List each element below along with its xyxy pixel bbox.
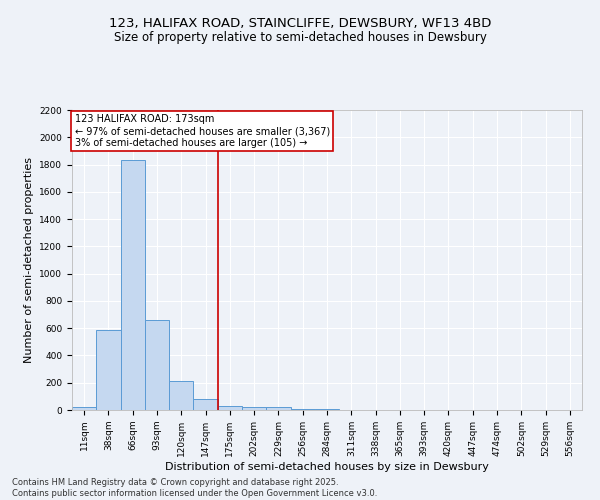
Bar bbox=[72, 408, 96, 410]
Bar bbox=[266, 408, 290, 410]
Bar bbox=[121, 160, 145, 410]
Bar bbox=[193, 399, 218, 410]
Bar bbox=[145, 320, 169, 410]
X-axis label: Distribution of semi-detached houses by size in Dewsbury: Distribution of semi-detached houses by … bbox=[165, 462, 489, 471]
Bar bbox=[290, 408, 315, 410]
Text: Size of property relative to semi-detached houses in Dewsbury: Size of property relative to semi-detach… bbox=[113, 31, 487, 44]
Bar bbox=[96, 330, 121, 410]
Bar bbox=[315, 408, 339, 410]
Y-axis label: Number of semi-detached properties: Number of semi-detached properties bbox=[24, 157, 34, 363]
Bar bbox=[242, 408, 266, 410]
Bar bbox=[169, 382, 193, 410]
Text: 123 HALIFAX ROAD: 173sqm
← 97% of semi-detached houses are smaller (3,367)
3% of: 123 HALIFAX ROAD: 173sqm ← 97% of semi-d… bbox=[74, 114, 330, 148]
Text: Contains HM Land Registry data © Crown copyright and database right 2025.
Contai: Contains HM Land Registry data © Crown c… bbox=[12, 478, 377, 498]
Bar bbox=[218, 406, 242, 410]
Text: 123, HALIFAX ROAD, STAINCLIFFE, DEWSBURY, WF13 4BD: 123, HALIFAX ROAD, STAINCLIFFE, DEWSBURY… bbox=[109, 18, 491, 30]
